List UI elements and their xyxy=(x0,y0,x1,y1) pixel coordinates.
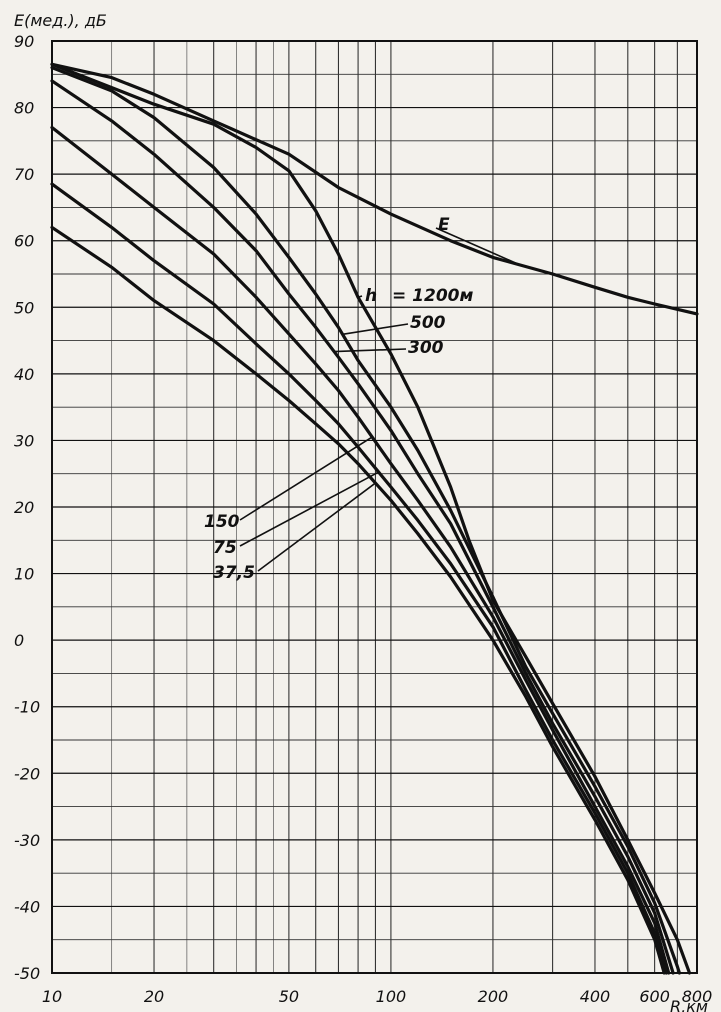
label-h-prefix: h xyxy=(365,286,377,306)
label-h500: 500 xyxy=(410,313,446,333)
series-line-75 xyxy=(50,182,669,975)
x-tick-label: 10 xyxy=(42,987,62,1006)
leader-line xyxy=(239,436,373,521)
series-line-1200- xyxy=(50,62,692,975)
y-tick-label: -10 xyxy=(14,698,40,717)
y-tick-label: 60 xyxy=(14,232,34,251)
major-gridlines xyxy=(52,40,697,974)
leader-lines xyxy=(239,227,521,572)
y-axis-label: E(мед.), дБ xyxy=(14,11,107,30)
y-tick-label: -30 xyxy=(14,831,40,850)
y-tick-label: -50 xyxy=(14,964,40,983)
x-tick-label: 100 xyxy=(376,987,407,1006)
x-tick-label: 600 xyxy=(639,987,670,1006)
leader-line xyxy=(257,482,376,572)
leader-line xyxy=(342,323,409,336)
series-line-500 xyxy=(50,65,682,975)
plot-frame xyxy=(51,40,698,974)
series-line-300 xyxy=(50,79,675,975)
leader-line xyxy=(334,348,407,353)
y-tick-label: 50 xyxy=(14,298,34,317)
leader-line xyxy=(239,471,380,547)
x-tick-label: 50 xyxy=(279,987,299,1006)
y-tick-label: 80 xyxy=(14,99,34,118)
label-h300: 300 xyxy=(408,338,444,358)
y-tick-label: 70 xyxy=(14,165,34,184)
series-layer xyxy=(50,62,699,975)
label-h1200: = 1200м xyxy=(392,286,473,306)
x-tick-label: 200 xyxy=(478,987,509,1006)
y-tick-label: 10 xyxy=(14,565,34,584)
label-h150: 150 xyxy=(204,512,240,532)
series-line-150 xyxy=(50,125,671,975)
y-tick-label: 40 xyxy=(14,365,34,384)
y-tick-label: -20 xyxy=(14,764,40,783)
y-tick-label: 0 xyxy=(14,631,24,650)
y-tick-label: 30 xyxy=(14,431,34,450)
y-tick-label: 20 xyxy=(14,498,34,517)
x-axis-label: R,км xyxy=(670,997,708,1012)
label-h375: 37,5 xyxy=(213,563,255,583)
plot-border xyxy=(51,40,698,974)
label-h75: 75 xyxy=(213,538,237,558)
label-E: E xyxy=(438,215,450,235)
leader-line xyxy=(435,227,521,266)
series-line-e xyxy=(50,62,699,316)
y-tick-labels: 90 80 70 60 50 40 30 20 10 0 -10 -20 -30 -40 -50 xyxy=(14,32,40,983)
y-tick-label: -40 xyxy=(14,897,40,916)
series-line-37-5 xyxy=(50,225,666,975)
leader-line xyxy=(357,295,363,299)
y-tick-label: 90 xyxy=(14,32,34,51)
x-tick-labels: 10 20 50 100 200 400 600 800 xyxy=(42,987,712,1006)
x-tick-label: 400 xyxy=(580,987,611,1006)
x-tick-label: 20 xyxy=(144,987,164,1006)
x-tick-label: 800 xyxy=(682,987,713,1006)
